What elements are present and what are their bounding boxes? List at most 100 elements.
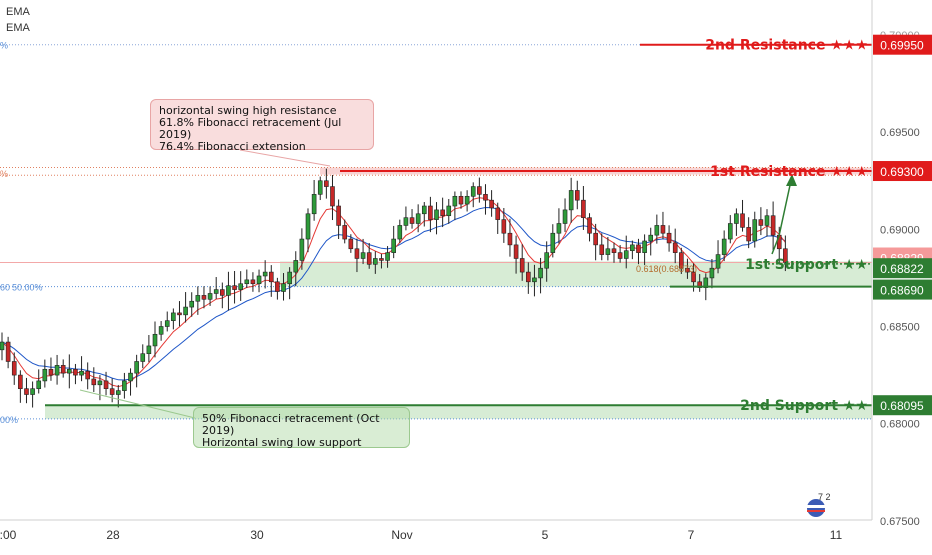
candle-body — [458, 195, 464, 205]
candle — [526, 262, 531, 294]
candle — [458, 191, 464, 209]
candle — [109, 378, 115, 403]
price-tag-text: 0.68690 — [880, 284, 924, 298]
candle — [0, 332, 5, 361]
resistance-note-pointer — [239, 149, 331, 167]
candle-body — [568, 190, 574, 211]
candle — [617, 245, 623, 263]
y-tick-label: 0.68000 — [880, 419, 920, 431]
candle-body — [654, 225, 660, 236]
candle — [434, 202, 439, 235]
candle — [54, 354, 60, 385]
candle — [403, 206, 409, 231]
candle-body — [293, 260, 299, 273]
candle — [593, 223, 598, 261]
fib-percent-label: % — [0, 41, 8, 51]
candle — [317, 176, 323, 201]
candle — [483, 184, 488, 215]
candle-body — [0, 341, 5, 351]
candle — [605, 236, 611, 261]
candle-body — [134, 361, 139, 374]
candle-body — [758, 219, 764, 226]
candle — [60, 359, 66, 378]
candle-body — [642, 240, 647, 253]
resistance-note-line-3: 76.4% Fibonacci extension — [159, 140, 306, 153]
candle — [134, 354, 139, 388]
candle — [519, 244, 525, 281]
candle-body — [409, 217, 415, 224]
candle — [30, 381, 35, 408]
candle — [201, 286, 207, 309]
price-tag-text: 0.68095 — [880, 399, 924, 413]
logo-stripe — [807, 510, 825, 512]
price-tag-text: 0.69950 — [880, 39, 924, 53]
candle-body — [262, 271, 268, 277]
candle-body — [244, 279, 250, 285]
candle — [73, 363, 78, 385]
candle — [103, 371, 109, 396]
candle-body — [630, 244, 635, 252]
indicator-label-ema-1[interactable]: EMA — [6, 6, 30, 18]
candle — [48, 357, 54, 381]
candle-body — [623, 250, 629, 259]
candle — [171, 308, 176, 330]
candle-body — [489, 199, 494, 209]
candle-body — [54, 365, 60, 376]
candle — [415, 204, 421, 233]
candle — [238, 271, 243, 301]
candle-body — [42, 368, 48, 382]
level-label-r2: 2nd Resistance ★★★ — [705, 38, 868, 54]
candle-body — [287, 271, 292, 285]
candle — [67, 354, 72, 389]
candle-body — [587, 217, 592, 234]
candle-body — [281, 283, 286, 292]
candle — [152, 321, 158, 358]
candle — [226, 271, 231, 311]
candle-body — [562, 209, 568, 224]
candle-body — [189, 300, 195, 308]
candle — [311, 180, 317, 221]
candle-body — [36, 380, 42, 389]
candle — [721, 230, 727, 262]
candle — [783, 235, 788, 272]
candle-body — [201, 295, 207, 300]
candle-body — [446, 205, 452, 217]
candle-body — [428, 205, 433, 220]
indicator-label-ema-2[interactable]: EMA — [6, 22, 30, 34]
candle — [672, 228, 678, 264]
candle — [715, 240, 721, 274]
logo-stripe — [807, 505, 825, 508]
candle-body — [483, 194, 488, 201]
candle-body — [336, 205, 341, 226]
candle — [391, 225, 396, 259]
candle — [477, 177, 482, 203]
candle — [581, 185, 586, 230]
candle-body — [391, 238, 396, 253]
candle-body — [740, 213, 745, 228]
candle — [556, 208, 562, 244]
candle — [440, 197, 445, 228]
candle — [574, 180, 580, 210]
y-tick-label: 0.67500 — [880, 516, 920, 528]
x-tick-label: :00 — [0, 528, 17, 542]
candle-body — [415, 213, 421, 224]
candle-body — [146, 345, 152, 355]
candle — [262, 260, 268, 289]
candle — [464, 190, 470, 212]
candle — [666, 225, 672, 252]
candle — [11, 352, 17, 385]
y-tick-label: 0.68500 — [880, 322, 920, 334]
candle — [177, 301, 182, 327]
candle-body — [599, 244, 605, 255]
candle-body — [220, 289, 225, 296]
candle-body — [617, 252, 623, 259]
candle — [281, 273, 286, 301]
candle-body — [97, 380, 103, 386]
candle — [189, 292, 195, 317]
candle — [470, 182, 476, 208]
candle-body — [305, 213, 311, 240]
support-zone — [280, 261, 872, 287]
price-tag-bg — [873, 395, 932, 416]
candle-body — [477, 186, 482, 195]
candle-body — [140, 353, 146, 362]
